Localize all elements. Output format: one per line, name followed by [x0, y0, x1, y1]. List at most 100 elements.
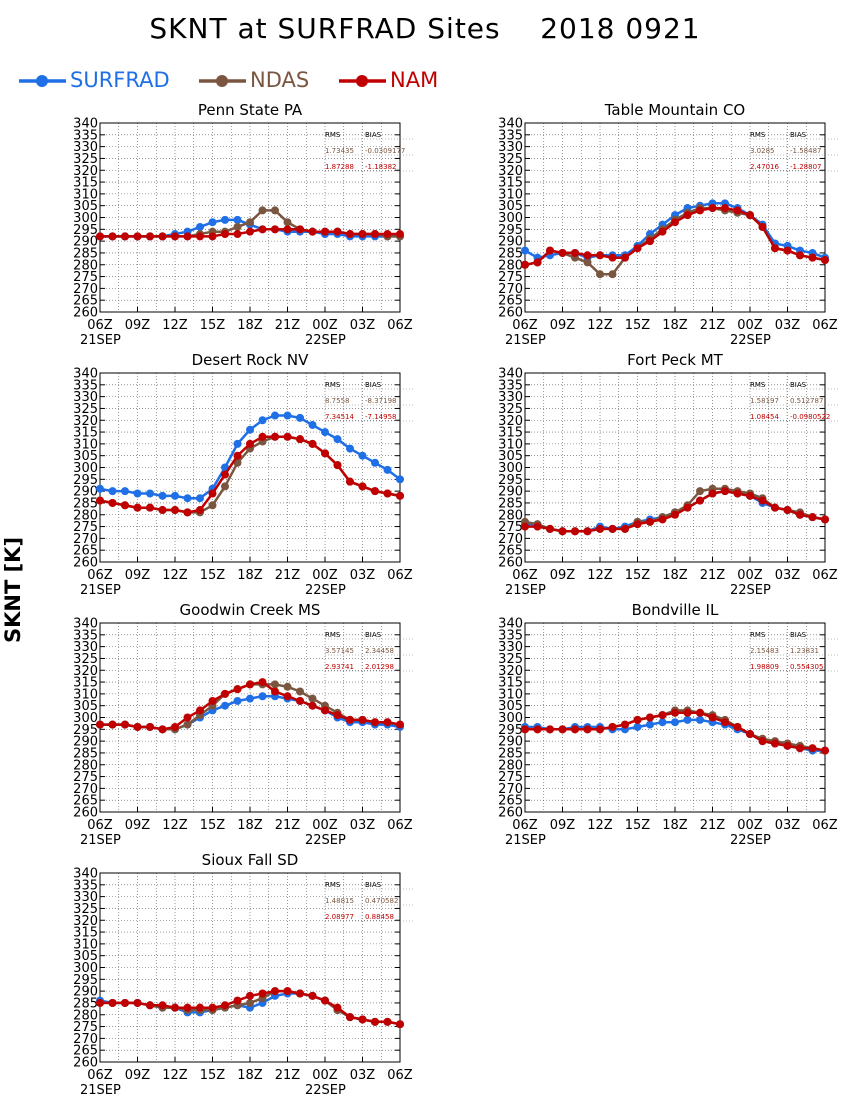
data-point — [771, 739, 779, 748]
data-point — [721, 204, 729, 213]
x-tick-label: 06Z — [87, 318, 113, 333]
data-point — [246, 680, 254, 689]
data-point — [196, 506, 204, 515]
x-tick-label: 06Z — [812, 568, 838, 583]
data-point — [233, 451, 242, 460]
y-tick-label: 270 — [73, 782, 98, 797]
data-point — [571, 725, 579, 734]
data-point — [396, 230, 404, 239]
data-point — [383, 465, 392, 474]
stats-nam-rms: 1.08454 — [750, 413, 779, 421]
data-point — [183, 508, 192, 517]
chart-panel: Desert Rock NV26026527027528028529029530… — [73, 351, 415, 598]
y-tick-label: 320 — [498, 164, 523, 179]
data-point — [533, 725, 542, 734]
data-point — [596, 251, 604, 260]
data-point — [196, 222, 204, 231]
y-tick-label: 265 — [498, 294, 523, 309]
data-point — [221, 701, 229, 710]
data-point — [233, 996, 242, 1005]
data-point — [796, 510, 804, 519]
stats-nam-bias: -0.0980522 — [790, 413, 830, 421]
y-tick-label: 260 — [498, 556, 523, 571]
data-point — [596, 725, 604, 734]
stats-nam-bias: 0.554305 — [790, 663, 823, 671]
data-point — [258, 225, 267, 234]
y-tick-label: 275 — [498, 520, 523, 535]
data-point — [271, 680, 279, 689]
data-point — [283, 225, 292, 234]
y-tick-label: 320 — [73, 914, 98, 929]
data-point — [658, 515, 667, 524]
data-point — [146, 503, 154, 512]
chart-title: Goodwin Creek MS — [180, 601, 321, 619]
y-tick-label: 305 — [73, 949, 98, 964]
x-date-label: 22SEP — [730, 583, 771, 598]
data-point — [521, 725, 529, 734]
y-tick-label: 295 — [73, 473, 98, 488]
x-tick-label: 03Z — [350, 1068, 376, 1083]
stats-ndas-rms: 1.73435 — [325, 147, 354, 155]
stats-nam-bias: -1.18382 — [365, 163, 396, 171]
x-tick-label: 09Z — [125, 318, 151, 333]
data-point — [558, 527, 567, 536]
data-point — [671, 718, 679, 727]
y-axis-label: SKNT [K] — [4, 537, 25, 643]
series-nam — [521, 487, 829, 536]
stats-nam-rms: 2.08977 — [325, 913, 354, 921]
data-point — [171, 722, 179, 731]
data-point — [333, 435, 342, 444]
data-point — [283, 692, 292, 701]
data-point — [733, 206, 742, 215]
x-date-label: 21SEP — [80, 1083, 121, 1098]
stats-nam-bias: 0.88458 — [365, 913, 394, 921]
y-tick-label: 265 — [73, 294, 98, 309]
x-tick-label: 00Z — [737, 568, 763, 583]
data-point — [383, 230, 392, 239]
data-point — [583, 258, 592, 267]
y-tick-label: 330 — [498, 140, 523, 155]
data-point — [108, 498, 117, 507]
y-tick-label: 320 — [73, 664, 98, 679]
data-point — [371, 718, 379, 727]
data-point — [583, 725, 592, 734]
data-point — [521, 522, 529, 531]
data-point — [96, 496, 104, 505]
y-tick-label: 310 — [73, 437, 98, 452]
y-tick-label: 260 — [73, 556, 98, 571]
y-tick-label: 295 — [73, 723, 98, 738]
data-point — [396, 475, 404, 484]
data-point — [771, 244, 779, 253]
stats-nam-rms: 7.34514 — [325, 413, 354, 421]
chart-title: Penn State PA — [198, 101, 303, 119]
series-nam — [521, 204, 829, 269]
y-tick-label: 335 — [73, 628, 98, 643]
data-point — [308, 227, 317, 236]
stats-ndas-rms: 3.0285 — [750, 147, 775, 155]
x-tick-label: 18Z — [662, 568, 688, 583]
y-tick-label: 275 — [73, 770, 98, 785]
y-axis-label-text: SKNT [K] — [4, 537, 25, 643]
data-point — [696, 496, 704, 505]
data-point — [208, 501, 217, 510]
data-point — [808, 744, 817, 753]
data-point — [208, 232, 217, 241]
chart-title: Desert Rock NV — [192, 351, 309, 369]
y-tick-label: 335 — [73, 378, 98, 393]
data-point — [683, 211, 692, 220]
data-point — [283, 432, 292, 441]
y-tick-label: 260 — [73, 1056, 98, 1071]
data-point — [158, 506, 167, 515]
data-point — [696, 715, 704, 724]
y-tick-label: 270 — [73, 282, 98, 297]
series-nam — [96, 225, 404, 241]
data-point — [221, 482, 229, 491]
y-tick-label: 280 — [73, 1008, 98, 1023]
stats-header-bias: BIAS — [790, 631, 807, 639]
stats-header-bias: BIAS — [365, 881, 382, 889]
y-tick-label: 270 — [73, 532, 98, 547]
x-tick-label: 06Z — [812, 818, 838, 833]
series-nam — [96, 678, 404, 734]
x-date-label: 22SEP — [730, 833, 771, 848]
y-tick-label: 305 — [73, 199, 98, 214]
